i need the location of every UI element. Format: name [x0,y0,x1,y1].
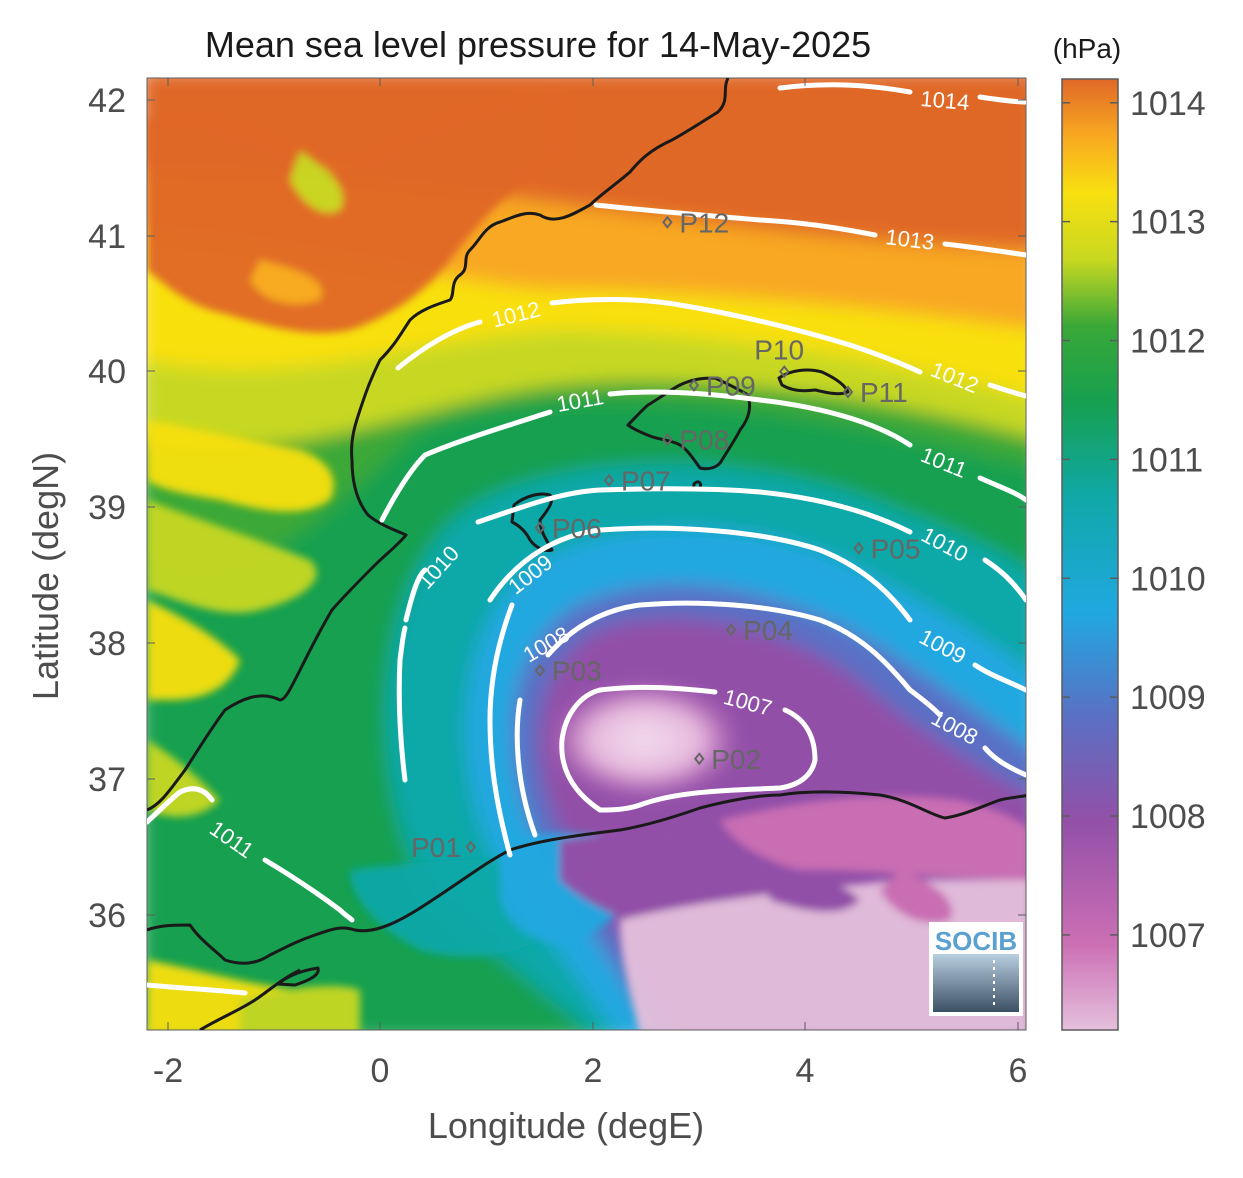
y-tick-labels: 42 41 40 39 38 37 36 [88,82,126,935]
station-marker [465,840,477,854]
station-point: P12 [662,207,729,238]
y-axis [147,99,1026,916]
station-label: P07 [621,465,671,496]
station-point: P06 [534,513,602,544]
pressure-field [147,78,1026,1030]
y-tick-label: 36 [88,897,126,935]
station-point: P09 [688,370,756,401]
contour-label-1014: 1014 [919,86,970,115]
socib-logo: SOCIB [929,922,1023,1016]
x-tick-label: -2 [153,1052,183,1090]
y-tick-label: 40 [88,353,126,391]
colorbar-unit: (hPa) [1053,33,1121,64]
y-tick-label: 38 [88,625,126,663]
station-label: P02 [711,744,761,775]
station-marker [725,623,737,637]
y-tick-label: 42 [88,82,126,120]
station-label: P01 [411,832,461,863]
station-marker [853,541,864,555]
colorbar-tick-label: 1008 [1130,798,1206,836]
station-marker [603,473,615,487]
x-tick-label: 2 [584,1052,603,1090]
y-tick-label: 39 [88,489,126,527]
y-axis-label: Latitude (degN) [25,452,66,700]
coastline [147,78,1026,1030]
chart-title: Mean sea level pressure for 14-May-2025 [205,24,871,65]
station-label: P06 [552,513,602,544]
station-label: P10 [754,335,804,366]
station-label: P08 [679,425,729,456]
station-marker [688,378,700,392]
station-point: P04 [725,615,793,646]
station-points: P01 P02 P03 P04 P05 P06 P07 P08 P09 P10 P11 P12 [411,207,920,863]
y-tick-label: 37 [88,761,126,799]
contour-label-1013: 1013 [884,224,936,255]
station-point: P01 [411,832,477,863]
colorbar: (hPa) 1014 1013 1012 1011 1010 1009 1008 1007 [1053,33,1206,1031]
station-point: P02 [693,744,761,775]
station-marker [534,521,546,535]
colorbar-tick-label: 1009 [1130,679,1206,717]
station-point: P08 [662,425,729,456]
contour-lines [147,82,1026,996]
x-tick-label: 0 [371,1052,390,1090]
station-point: P10 [754,335,804,379]
y-tick-label: 41 [88,218,126,256]
colorbar-tick-label: 1012 [1130,323,1206,361]
colorbar-tick-label: 1010 [1130,560,1206,598]
station-marker [662,432,673,447]
map-frame [146,77,1027,1031]
x-axis [167,78,1019,1030]
station-label: P11 [860,377,908,408]
station-marker [662,215,673,229]
x-axis-label: Longitude (degE) [428,1105,704,1146]
colorbar-tick-label: 1011 [1130,441,1203,479]
colorbar-tick-label: 1013 [1130,204,1206,242]
socib-logo-text: SOCIB [935,926,1017,956]
station-label: P09 [706,370,756,401]
colorbar-tick-label: 1014 [1130,85,1206,123]
colorbar-ticks: 1014 1013 1012 1011 1010 1009 1008 1007 [1062,85,1206,955]
station-marker [693,752,705,766]
x-tick-label: 6 [1009,1052,1028,1090]
x-tick-label: 4 [796,1052,815,1090]
x-tick-labels: -2 0 2 4 6 [153,1052,1028,1090]
station-point: P07 [603,465,671,496]
station-marker [778,365,790,379]
station-label: P12 [679,207,729,238]
station-marker [842,385,854,399]
colorbar-tick-label: 1007 [1130,917,1206,955]
station-label: P05 [871,533,921,564]
station-point: P11 [842,377,908,408]
station-point: P03 [534,656,602,687]
station-marker [534,663,546,678]
station-label: P04 [743,615,793,646]
station-label: P03 [552,656,602,687]
station-point: P05 [853,533,921,564]
